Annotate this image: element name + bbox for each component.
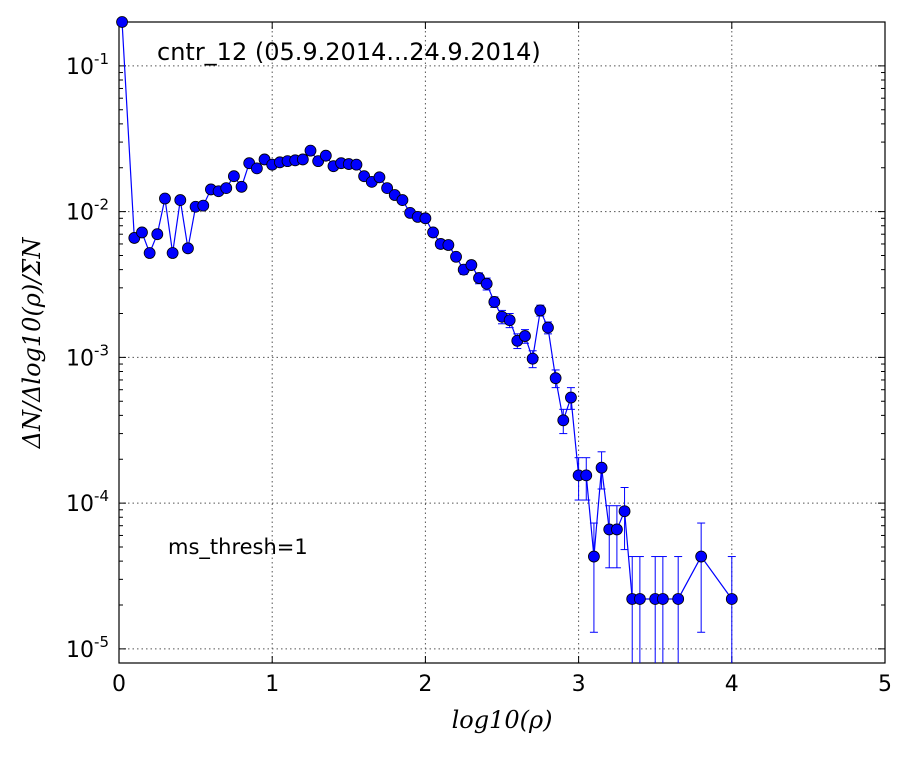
data-point (588, 550, 600, 563)
data-point (427, 226, 439, 239)
data-point (304, 144, 317, 157)
annotation-ms-thresh: ms_thresh=1 (168, 535, 308, 560)
data-point (526, 352, 539, 365)
x-axis-label: log10(ρ) (452, 706, 553, 734)
data-series (116, 16, 738, 663)
data-point (656, 593, 669, 605)
data-point (672, 593, 685, 605)
data-point (159, 192, 171, 205)
data-point (565, 391, 577, 404)
data-point (227, 170, 240, 183)
y-tick-label: 10-3 (66, 341, 109, 371)
data-point (450, 250, 462, 263)
data-point (197, 199, 210, 212)
data-point (166, 247, 179, 259)
data-point (465, 259, 478, 271)
axis-ticks: 0 1 2 3 4 5 10-5 10-4 10-3 10-2 10-1 (66, 22, 892, 697)
data-point (143, 247, 156, 259)
data-point (319, 149, 332, 162)
data-point (519, 330, 531, 342)
plot-frame (118, 21, 886, 664)
data-point (116, 16, 128, 28)
data-point (633, 593, 646, 605)
data-point (695, 550, 708, 563)
data-point (250, 162, 263, 175)
annotation-cntr: cntr_12 (05.9.2014...24.9.2014) (157, 38, 541, 66)
data-point (136, 226, 148, 239)
data-point (220, 182, 233, 195)
y-tick-label: 10-4 (66, 487, 109, 517)
data-point (151, 228, 164, 241)
data-point (580, 469, 593, 482)
data-point (442, 239, 455, 251)
data-point (549, 372, 562, 385)
data-point (618, 505, 631, 518)
data-point (542, 321, 554, 334)
x-tick-label: 4 (725, 672, 739, 697)
data-point (396, 194, 409, 206)
data-point (557, 414, 570, 427)
data-point (503, 314, 516, 327)
grid (119, 22, 885, 663)
data-point (725, 593, 738, 605)
data-point (381, 182, 394, 195)
x-tick-label: 2 (418, 672, 432, 697)
data-point (235, 180, 248, 193)
y-axis-label: ΔN/Δlog10(ρ)/ΣN (18, 237, 46, 450)
x-tick-label: 1 (265, 672, 279, 697)
data-point (296, 153, 309, 166)
data-point (534, 304, 547, 317)
data-point (182, 242, 194, 255)
y-tick-label: 10-2 (66, 196, 109, 226)
y-tick-label: 10-1 (66, 50, 109, 80)
x-tick-label: 5 (878, 672, 892, 697)
data-point (611, 523, 623, 536)
data-point (480, 277, 493, 290)
x-tick-label: 0 (112, 672, 126, 697)
x-tick-label: 3 (572, 672, 586, 697)
data-point (350, 158, 363, 171)
data-point (373, 171, 386, 184)
data-point (174, 194, 187, 206)
y-tick-label: 10-5 (66, 633, 109, 663)
data-point (595, 461, 608, 474)
data-point (488, 296, 501, 308)
data-point (419, 212, 432, 225)
